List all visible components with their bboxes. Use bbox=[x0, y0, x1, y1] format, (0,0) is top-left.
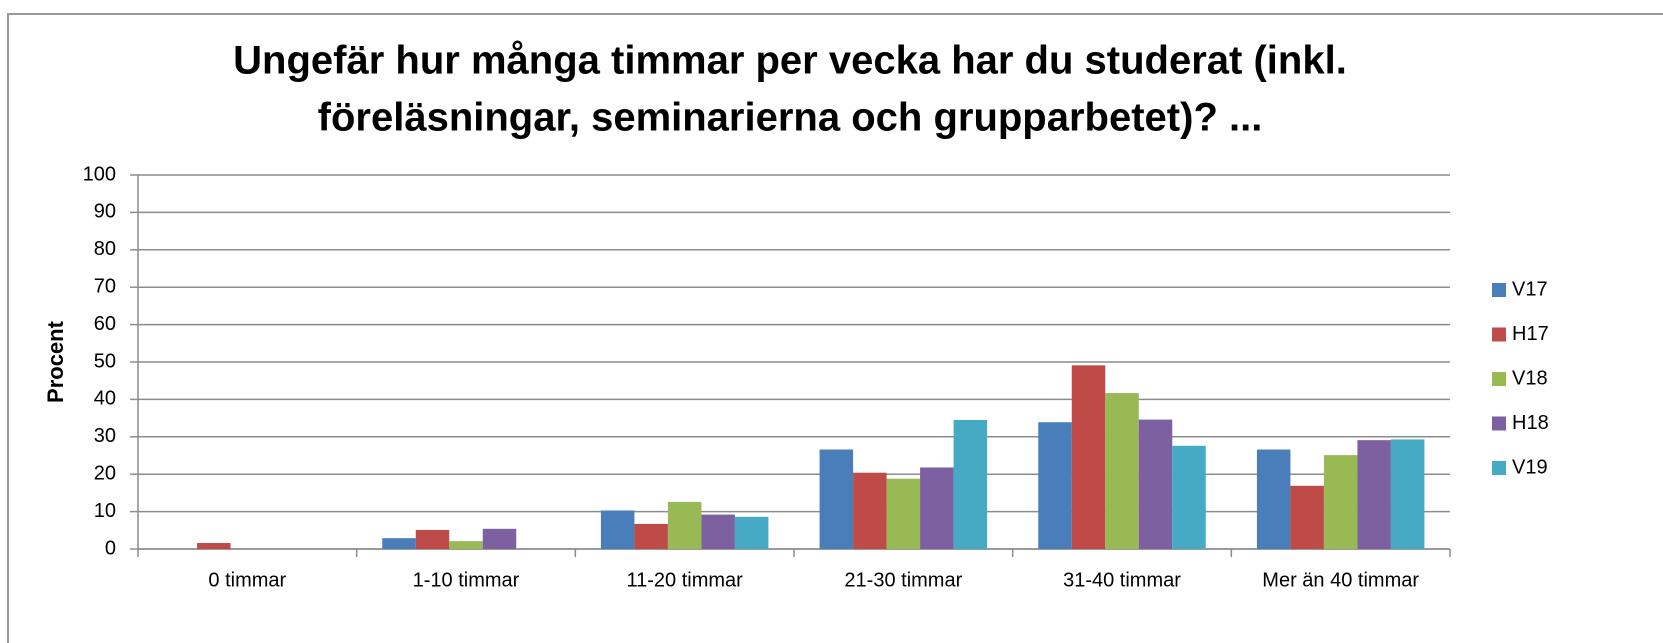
legend-label: V18 bbox=[1512, 367, 1548, 389]
bar bbox=[853, 472, 887, 549]
chart-title: föreläsningar, seminarierna och grupparb… bbox=[318, 96, 1263, 140]
bar bbox=[920, 467, 954, 549]
y-tick-label: 50 bbox=[94, 350, 116, 372]
bar bbox=[1290, 485, 1324, 549]
y-tick-label: 70 bbox=[94, 275, 116, 297]
bar bbox=[1038, 422, 1072, 549]
bar bbox=[701, 514, 735, 549]
y-tick-label: 0 bbox=[105, 537, 116, 559]
x-tick-label: 31-40 timmar bbox=[1063, 569, 1181, 591]
legend-swatch bbox=[1492, 416, 1506, 431]
bar bbox=[1071, 365, 1106, 549]
bar bbox=[449, 541, 483, 549]
bar bbox=[600, 510, 635, 549]
bar bbox=[1138, 419, 1173, 549]
bar bbox=[734, 516, 769, 549]
y-tick-label: 40 bbox=[94, 388, 116, 410]
bar bbox=[667, 501, 702, 549]
y-tick-label: 90 bbox=[94, 201, 116, 223]
x-tick-label: 0 timmar bbox=[208, 569, 286, 591]
legend-swatch bbox=[1492, 461, 1506, 475]
bar bbox=[1357, 440, 1391, 549]
x-tick-label: 11-20 timmar bbox=[627, 569, 744, 591]
legend-label: V17 bbox=[1512, 278, 1548, 300]
bar bbox=[197, 543, 231, 549]
bar bbox=[953, 419, 988, 549]
bar bbox=[1256, 449, 1291, 549]
chart-title: Ungefär hur många timmar per vecka har d… bbox=[233, 39, 1347, 83]
bar bbox=[382, 538, 416, 549]
y-tick-label: 80 bbox=[94, 238, 116, 260]
bar bbox=[634, 523, 668, 549]
bar bbox=[482, 528, 517, 549]
legend-label: H18 bbox=[1512, 412, 1549, 434]
legend-swatch bbox=[1492, 372, 1506, 386]
bar bbox=[415, 529, 450, 549]
y-tick-label: 30 bbox=[94, 425, 116, 447]
x-tick-label: 1-10 timmar bbox=[413, 569, 520, 591]
y-axis-label: Procent bbox=[43, 320, 68, 403]
legend-label: V19 bbox=[1512, 456, 1548, 478]
bar bbox=[1323, 455, 1358, 549]
y-tick-label: 100 bbox=[83, 163, 116, 185]
bar bbox=[1172, 445, 1206, 549]
bar bbox=[1105, 393, 1139, 549]
legend-swatch bbox=[1492, 327, 1506, 342]
bar bbox=[886, 478, 921, 549]
y-tick-label: 20 bbox=[94, 462, 116, 484]
legend-swatch bbox=[1492, 283, 1506, 297]
y-tick-label: 60 bbox=[94, 313, 116, 335]
x-tick-label: Mer än 40 timmar bbox=[1262, 569, 1419, 591]
x-tick-label: 21-30 timmar bbox=[844, 569, 962, 591]
legend-label: H17 bbox=[1512, 323, 1549, 345]
bar bbox=[1390, 439, 1425, 549]
bar bbox=[819, 449, 854, 549]
y-tick-label: 10 bbox=[94, 500, 116, 522]
